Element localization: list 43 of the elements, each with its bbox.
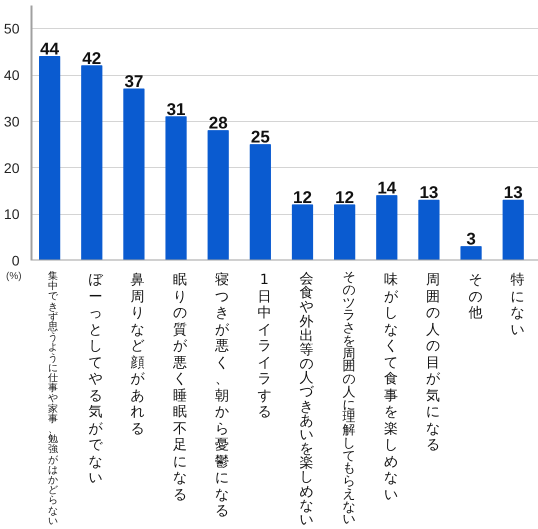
data-label: 31 xyxy=(166,100,186,119)
category-label: 眠りの質が悪く睡眠不足になる xyxy=(172,272,187,502)
bar xyxy=(250,144,271,260)
bar xyxy=(165,116,187,260)
category-label: 周囲の人の目が気になる xyxy=(426,272,440,453)
bar xyxy=(292,204,314,260)
y-tick-label: 40 xyxy=(4,67,20,84)
x-tick-label: その他 xyxy=(467,272,484,322)
data-label: 13 xyxy=(419,183,438,202)
y-tick-label: 30 xyxy=(4,113,20,130)
data-label: 44 xyxy=(40,40,60,58)
data-label: 13 xyxy=(504,183,523,202)
bar xyxy=(502,200,524,260)
data-label: 25 xyxy=(250,128,270,147)
category-label: 1日中イライラする xyxy=(257,272,272,420)
bar xyxy=(39,56,60,260)
data-label: 12 xyxy=(335,188,354,207)
category-label: 鼻周りなど顔があれる xyxy=(130,272,145,436)
y-tick-label: 20 xyxy=(4,160,20,176)
category-label: 味がしなくて食事を楽しめない xyxy=(384,272,398,502)
data-label: 42 xyxy=(82,48,102,68)
bar xyxy=(460,246,482,260)
category-label: ぼーっとしてやる気がでない xyxy=(88,272,102,486)
data-label: 3 xyxy=(466,230,476,249)
y-tick-label: 10 xyxy=(4,206,20,222)
x-tick-label: 特にない xyxy=(510,272,526,338)
text: (%) xyxy=(6,270,22,284)
bar xyxy=(208,130,229,260)
category-label: 集中できず思うように仕事や家事、勉強がはかどらない xyxy=(48,271,58,527)
data-label: 14 xyxy=(377,178,397,198)
category-label: そのツラさを周囲の人に理解してもらえない xyxy=(342,270,356,528)
data-label: 37 xyxy=(124,72,144,91)
category-label: 会食や外出等の人づきあいを楽しめない xyxy=(300,271,314,528)
data-label: 28 xyxy=(208,114,228,133)
bar xyxy=(334,204,356,260)
y-tick-label: 50 xyxy=(4,20,20,37)
y-tick-label: 0 xyxy=(12,252,20,268)
bar xyxy=(81,65,102,260)
bar xyxy=(123,88,145,260)
data-label: 12 xyxy=(293,188,312,207)
bar xyxy=(418,200,440,260)
category-label: 寝つきが悪く、朝から憂鬱になる xyxy=(215,272,230,519)
bar xyxy=(376,195,398,260)
